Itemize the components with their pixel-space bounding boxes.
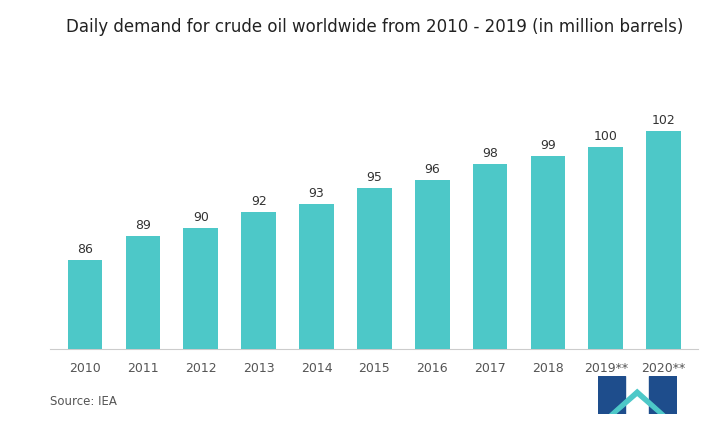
Text: 98: 98 [482, 147, 498, 159]
Bar [241, 212, 276, 348]
Bar [300, 204, 334, 348]
Bar [588, 147, 624, 348]
Bar [184, 228, 218, 348]
Text: 100: 100 [594, 130, 618, 144]
Text: 99: 99 [540, 139, 556, 151]
Bar [647, 131, 681, 348]
Text: 93: 93 [309, 187, 325, 200]
Polygon shape [649, 376, 677, 414]
Polygon shape [598, 376, 625, 414]
Bar [473, 164, 508, 348]
Bar [125, 236, 161, 348]
Polygon shape [609, 389, 665, 414]
Bar [531, 156, 565, 348]
Text: 86: 86 [77, 243, 93, 256]
Text: 89: 89 [135, 219, 151, 232]
Text: 96: 96 [424, 163, 440, 176]
Bar [68, 260, 102, 348]
Title: Daily demand for crude oil worldwide from 2010 - 2019 (in million barrels): Daily demand for crude oil worldwide fro… [66, 17, 683, 36]
Bar [415, 180, 449, 348]
Text: 95: 95 [366, 171, 382, 184]
Text: 90: 90 [193, 211, 209, 224]
Bar [357, 188, 392, 348]
Text: 102: 102 [652, 114, 675, 127]
Text: Source: IEA: Source: IEA [50, 395, 117, 408]
Text: 92: 92 [251, 195, 266, 208]
